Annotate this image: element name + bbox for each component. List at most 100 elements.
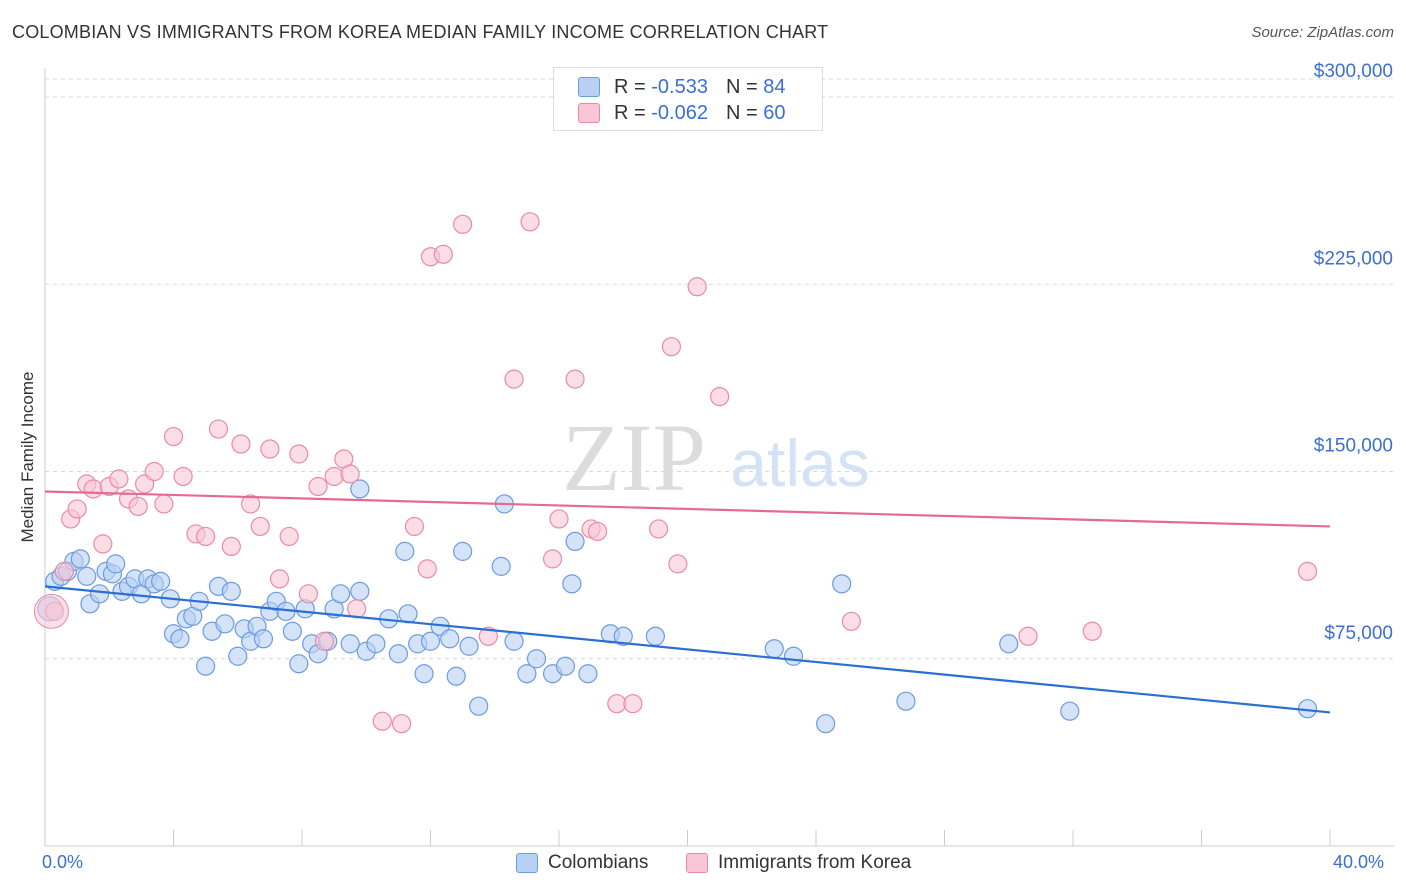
point-colombians bbox=[1060, 701, 1080, 721]
point-korea bbox=[163, 426, 184, 447]
point-korea bbox=[1297, 561, 1318, 581]
legend-row-korea: R = -0.062 N = 60 bbox=[578, 101, 785, 125]
point-korea bbox=[372, 711, 392, 731]
point-korea bbox=[648, 519, 669, 539]
point-korea bbox=[154, 494, 174, 514]
point-colombians bbox=[330, 584, 351, 604]
bottom-legend-label-korea: Immigrants from Korea bbox=[718, 852, 912, 873]
point-korea bbox=[241, 494, 261, 514]
point-korea bbox=[587, 521, 608, 542]
point-colombians bbox=[645, 626, 665, 646]
watermark-zip: ZIP bbox=[562, 404, 706, 511]
correlation-legend: R = -0.533 N = 84 R = -0.062 N = 60 bbox=[553, 67, 823, 131]
y-tick-label: $150,000 bbox=[1314, 436, 1393, 457]
point-korea bbox=[308, 476, 328, 497]
point-korea bbox=[144, 461, 164, 482]
bottom-legend-swatch-korea bbox=[686, 853, 708, 873]
series-korea bbox=[33, 212, 1318, 734]
point-korea bbox=[841, 611, 861, 631]
point-korea bbox=[417, 559, 437, 579]
point-korea bbox=[221, 536, 241, 557]
point-colombians bbox=[228, 646, 248, 666]
grid bbox=[45, 78, 1394, 660]
legend-swatch-colombians bbox=[578, 77, 600, 97]
point-colombians bbox=[420, 631, 441, 651]
trend-line-korea bbox=[44, 490, 1331, 528]
point-korea bbox=[404, 516, 425, 537]
point-korea bbox=[83, 479, 103, 499]
bottom-legend-swatch-colombians bbox=[516, 853, 538, 873]
point-colombians bbox=[398, 604, 418, 624]
point-korea bbox=[549, 509, 569, 529]
axes bbox=[44, 68, 1394, 847]
point-colombians bbox=[517, 664, 537, 684]
point-korea bbox=[208, 419, 229, 439]
point-colombians bbox=[613, 626, 633, 646]
point-korea bbox=[520, 212, 540, 232]
point-korea bbox=[347, 599, 367, 619]
legend-swatch-korea bbox=[578, 103, 600, 123]
point-colombians bbox=[414, 664, 434, 684]
point-colombians bbox=[453, 541, 473, 561]
point-colombians bbox=[340, 634, 360, 654]
point-korea bbox=[314, 631, 335, 651]
source-label: Source: ZipAtlas.com bbox=[1251, 24, 1394, 41]
point-colombians bbox=[395, 541, 415, 561]
point-colombians bbox=[491, 556, 511, 576]
point-colombians bbox=[282, 621, 302, 641]
bottom-legend-korea: Immigrants from Korea bbox=[686, 852, 911, 874]
point-colombians bbox=[555, 656, 576, 676]
legend-r-label: R = bbox=[614, 101, 646, 124]
y-tick-label: $300,000 bbox=[1314, 61, 1393, 82]
y-tick-labels: $75,000 $150,000 $225,000 $300,000 bbox=[1314, 61, 1393, 644]
point-korea bbox=[298, 584, 319, 604]
point-korea bbox=[687, 277, 707, 297]
point-colombians bbox=[832, 574, 852, 594]
y-tick-label: $75,000 bbox=[1324, 623, 1393, 644]
point-korea bbox=[67, 499, 87, 519]
point-korea bbox=[324, 466, 344, 487]
point-colombians bbox=[440, 629, 460, 649]
point-korea bbox=[504, 369, 524, 389]
point-korea bbox=[128, 496, 148, 517]
chart-title: COLOMBIAN VS IMMIGRANTS FROM KOREA MEDIA… bbox=[12, 22, 829, 42]
point-korea bbox=[478, 626, 498, 646]
point-colombians bbox=[469, 696, 489, 716]
legend-row-colombians: R = -0.533 N = 84 bbox=[578, 75, 785, 99]
point-korea bbox=[710, 387, 730, 407]
point-colombians bbox=[526, 649, 547, 669]
point-korea bbox=[93, 534, 113, 554]
point-korea bbox=[542, 549, 563, 569]
legend-n-label: N = bbox=[725, 101, 758, 124]
point-colombians bbox=[562, 574, 582, 594]
x-tick-label-max: 40.0% bbox=[1333, 852, 1385, 872]
series-colombians bbox=[37, 479, 1318, 734]
point-korea bbox=[433, 244, 453, 264]
point-colombians bbox=[196, 656, 216, 676]
point-colombians bbox=[253, 629, 274, 649]
bottom-legend-colombians: Colombians bbox=[516, 852, 648, 874]
point-colombians bbox=[783, 646, 804, 666]
point-korea bbox=[565, 369, 585, 389]
point-colombians bbox=[896, 691, 916, 711]
y-axis-title: Median Family Income bbox=[18, 371, 37, 543]
point-korea bbox=[623, 694, 643, 714]
point-korea bbox=[196, 526, 216, 547]
point-colombians bbox=[289, 654, 309, 674]
point-colombians bbox=[350, 581, 370, 601]
point-korea bbox=[453, 214, 473, 234]
point-korea bbox=[661, 337, 682, 357]
point-korea bbox=[391, 714, 412, 734]
point-korea-cluster bbox=[33, 593, 69, 629]
point-colombians bbox=[366, 634, 386, 654]
trend-line-colombians bbox=[44, 585, 1331, 714]
point-colombians bbox=[816, 714, 836, 734]
point-colombians bbox=[446, 666, 466, 686]
point-colombians bbox=[151, 571, 171, 591]
point-colombians bbox=[350, 479, 370, 499]
point-korea bbox=[260, 439, 280, 459]
legend-r-korea: -0.062 bbox=[651, 101, 708, 124]
point-colombians bbox=[77, 566, 97, 586]
point-colombians bbox=[565, 531, 585, 552]
point-korea bbox=[289, 444, 309, 464]
